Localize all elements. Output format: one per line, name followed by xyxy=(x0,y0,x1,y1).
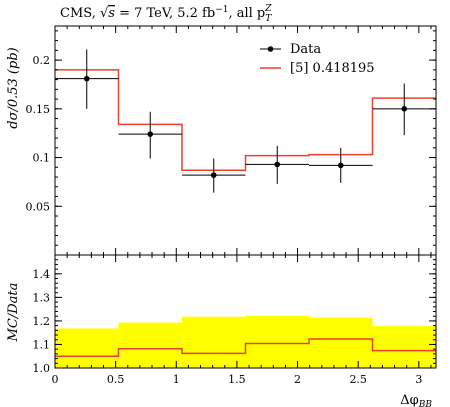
main-y-axis: 0.05 0.1 0.15 0.2 xyxy=(26,30,436,246)
ratio-x-axis: 0 0.5 1 1.5 2 2.5 3 xyxy=(52,255,432,386)
y-tick-label: 0.05 xyxy=(26,200,51,213)
header-pt-superscript: Z xyxy=(264,4,272,14)
data-point xyxy=(83,75,90,82)
data-point xyxy=(337,162,344,169)
header-prefix: CMS, xyxy=(60,6,100,21)
y-tick-label: 0.15 xyxy=(26,103,51,116)
legend-data-label: Data xyxy=(290,42,321,57)
ratio-band-bin xyxy=(182,316,246,368)
ratio-band-bin xyxy=(118,322,183,368)
main-data-layer xyxy=(55,49,437,193)
y-tick-label: 0.1 xyxy=(33,152,51,165)
x-tick-label: 1.5 xyxy=(228,373,246,386)
x-axis-label: ΔφBB xyxy=(400,393,432,407)
header-sqrt-s: s xyxy=(108,6,115,21)
sqrt-symbol: √ xyxy=(100,6,109,21)
ratio-panel: 1.0 1.1 1.2 1.3 1.4 0 0.5 1 1.5 2 2.5 3 MC/Data Δφ… xyxy=(6,254,437,407)
ratio-y-tick-label: 1.0 xyxy=(33,362,51,375)
ratio-band-bin xyxy=(245,315,310,368)
main-y-axis-label: dσ/0.53 (pb) xyxy=(6,47,21,128)
x-tick-label: 3 xyxy=(415,373,422,386)
ratio-y-tick-label: 1.2 xyxy=(33,315,51,328)
ratio-y-axis: 1.0 1.1 1.2 1.3 1.4 xyxy=(33,259,436,375)
main-x-ticks xyxy=(66,26,432,255)
data-point xyxy=(401,106,408,112)
ratio-y-tick-label: 1.4 xyxy=(33,268,51,281)
legend: Data [5] 0.418195 xyxy=(260,42,375,76)
header-energy: = 7 TeV, 5.2 fb xyxy=(115,6,215,21)
legend-data-marker xyxy=(267,46,274,52)
main-panel-frame xyxy=(54,25,437,256)
data-point xyxy=(274,161,281,168)
x-tick-label: 1 xyxy=(173,373,180,386)
x-axis-label-sub: BB xyxy=(418,400,433,407)
ratio-prediction-line xyxy=(55,338,437,357)
ratio-band-bin xyxy=(309,317,373,368)
main-panel: 0.05 0.1 0.15 0.2 dσ/0.53 (pb) Data [5] 0.4… xyxy=(6,25,437,256)
x-tick-label: 2 xyxy=(294,373,301,386)
ratio-band-bin xyxy=(55,328,119,368)
x-tick-label: 0.5 xyxy=(107,373,125,386)
data-point xyxy=(210,172,217,178)
y-tick-label: 0.2 xyxy=(33,54,51,67)
ratio-y-tick-label: 1.3 xyxy=(33,291,51,304)
header-rest: , all p xyxy=(228,6,265,21)
ratio-y-tick-label: 1.1 xyxy=(33,338,51,351)
prediction-step-line xyxy=(55,69,437,171)
legend-prediction-label: [5] 0.418195 xyxy=(290,61,375,76)
chart-header: CMS, √s = 7 TeV, 5.2 fb−1, all pTZ xyxy=(60,4,272,24)
header-lumi-exponent: −1 xyxy=(215,5,228,15)
x-axis-label-main: Δφ xyxy=(400,393,419,407)
ratio-y-axis-label: MC/Data xyxy=(6,283,21,343)
data-point xyxy=(147,131,154,137)
header-pt-subscript: T xyxy=(265,14,272,24)
x-tick-label: 0 xyxy=(52,373,59,386)
ratio-band-bin xyxy=(372,326,437,368)
ratio-data-layer xyxy=(55,315,437,368)
x-tick-label: 2.5 xyxy=(349,373,367,386)
